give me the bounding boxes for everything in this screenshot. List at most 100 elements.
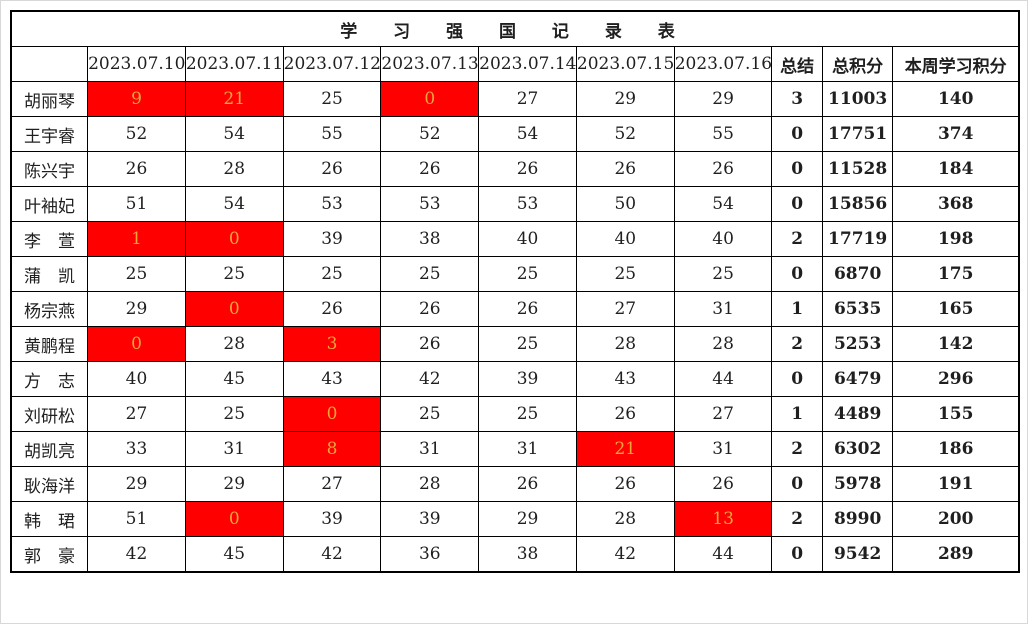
- total-points-cell: 11528: [821, 151, 894, 187]
- week-points-cell: 296: [892, 361, 1020, 397]
- total-points-cell: 6870: [821, 256, 894, 292]
- page-title: 学 习 强 国 记 录 表: [10, 10, 1020, 47]
- student-name: 李 萱: [10, 221, 89, 257]
- day-cell: 45: [184, 536, 284, 573]
- day-cell: 28: [184, 151, 284, 187]
- day-cell: 44: [673, 536, 773, 573]
- day-cell: 29: [673, 81, 773, 117]
- day-cell: 39: [478, 361, 577, 397]
- day-cell: 42: [282, 536, 382, 573]
- table-row: 李 萱 1 0 39 38 40 40 40 2 17719 198: [10, 221, 1020, 257]
- day-cell: 42: [87, 536, 186, 573]
- day-cell: 38: [478, 536, 577, 573]
- day-cell: 27: [478, 81, 577, 117]
- total-points-cell: 6479: [821, 361, 894, 397]
- day-cell: 26: [575, 466, 675, 502]
- summary-cell: 1: [771, 396, 823, 432]
- table-row: 郭 豪 42 45 42 36 38 42 44 0 9542 289: [10, 536, 1020, 573]
- date-header: 2023.07.13: [380, 46, 480, 82]
- total-points-cell: 4489: [821, 396, 894, 432]
- week-header: 本周学习积分: [892, 46, 1020, 82]
- day-cell: 40: [87, 361, 186, 397]
- student-name: 方 志: [10, 361, 89, 397]
- day-cell: 25: [184, 396, 284, 432]
- student-name: 叶袖妃: [10, 186, 89, 222]
- day-cell: 29: [87, 466, 186, 502]
- day-cell: 25: [575, 256, 675, 292]
- header-row: 2023.07.10 2023.07.11 2023.07.12 2023.07…: [10, 46, 1020, 82]
- day-cell-highlighted: 8: [282, 431, 382, 467]
- day-cell: 40: [673, 221, 773, 257]
- week-points-cell: 140: [892, 81, 1020, 117]
- day-cell: 42: [575, 536, 675, 573]
- day-cell: 26: [575, 151, 675, 187]
- week-points-cell: 155: [892, 396, 1020, 432]
- day-cell-highlighted: 0: [87, 326, 186, 362]
- day-cell-highlighted: 21: [575, 431, 675, 467]
- table-row: 方 志 40 45 43 42 39 43 44 0 6479 296: [10, 361, 1020, 397]
- summary-header: 总结: [771, 46, 823, 82]
- day-cell: 39: [282, 221, 382, 257]
- summary-cell: 2: [771, 221, 823, 257]
- week-points-cell: 289: [892, 536, 1020, 573]
- day-cell: 26: [380, 291, 480, 327]
- day-cell: 26: [282, 291, 382, 327]
- day-cell: 25: [380, 396, 480, 432]
- day-cell: 43: [575, 361, 675, 397]
- week-points-cell: 175: [892, 256, 1020, 292]
- total-header: 总积分: [821, 46, 894, 82]
- day-cell-highlighted: 13: [673, 501, 773, 537]
- summary-cell: 2: [771, 501, 823, 537]
- total-points-cell: 11003: [821, 81, 894, 117]
- student-name: 胡凯亮: [10, 431, 89, 467]
- table-row: 刘研松 27 25 0 25 25 26 27 1 4489 155: [10, 396, 1020, 432]
- week-points-cell: 165: [892, 291, 1020, 327]
- day-cell: 51: [87, 186, 186, 222]
- day-cell: 28: [575, 326, 675, 362]
- day-cell: 40: [478, 221, 577, 257]
- summary-cell: 2: [771, 326, 823, 362]
- day-cell: 52: [87, 116, 186, 152]
- week-points-cell: 186: [892, 431, 1020, 467]
- day-cell-highlighted: 0: [282, 396, 382, 432]
- summary-cell: 0: [771, 186, 823, 222]
- date-header: 2023.07.11: [184, 46, 284, 82]
- student-name: 韩 珺: [10, 501, 89, 537]
- day-cell: 26: [87, 151, 186, 187]
- day-cell: 26: [380, 326, 480, 362]
- day-cell: 27: [282, 466, 382, 502]
- day-cell: 26: [282, 151, 382, 187]
- student-name: 刘研松: [10, 396, 89, 432]
- total-points-cell: 9542: [821, 536, 894, 573]
- total-points-cell: 6535: [821, 291, 894, 327]
- table-row: 胡凯亮 33 31 8 31 31 21 31 2 6302 186: [10, 431, 1020, 467]
- student-name: 耿海洋: [10, 466, 89, 502]
- day-cell: 43: [282, 361, 382, 397]
- day-cell-highlighted: 9: [87, 81, 186, 117]
- table-row: 蒲 凯 25 25 25 25 25 25 25 0 6870 175: [10, 256, 1020, 292]
- student-name: 陈兴宇: [10, 151, 89, 187]
- table-row: 胡丽琴 9 21 25 0 27 29 29 3 11003 140: [10, 81, 1020, 117]
- day-cell: 26: [478, 466, 577, 502]
- summary-cell: 2: [771, 431, 823, 467]
- day-cell: 53: [478, 186, 577, 222]
- table-row: 黄鹏程 0 28 3 26 25 28 28 2 5253 142: [10, 326, 1020, 362]
- week-points-cell: 200: [892, 501, 1020, 537]
- day-cell: 25: [478, 326, 577, 362]
- day-cell: 54: [673, 186, 773, 222]
- record-table: 学 习 强 国 记 录 表 2023.07.10 2023.07.11 2023…: [10, 10, 1020, 573]
- day-cell: 31: [380, 431, 480, 467]
- date-header: 2023.07.16: [673, 46, 773, 82]
- day-cell: 27: [87, 396, 186, 432]
- day-cell: 29: [478, 501, 577, 537]
- week-points-cell: 368: [892, 186, 1020, 222]
- day-cell: 29: [87, 291, 186, 327]
- day-cell: 25: [282, 81, 382, 117]
- day-cell: 55: [282, 116, 382, 152]
- total-points-cell: 5978: [821, 466, 894, 502]
- day-cell-highlighted: 0: [184, 291, 284, 327]
- day-cell: 54: [184, 116, 284, 152]
- day-cell: 31: [184, 431, 284, 467]
- day-cell: 25: [478, 396, 577, 432]
